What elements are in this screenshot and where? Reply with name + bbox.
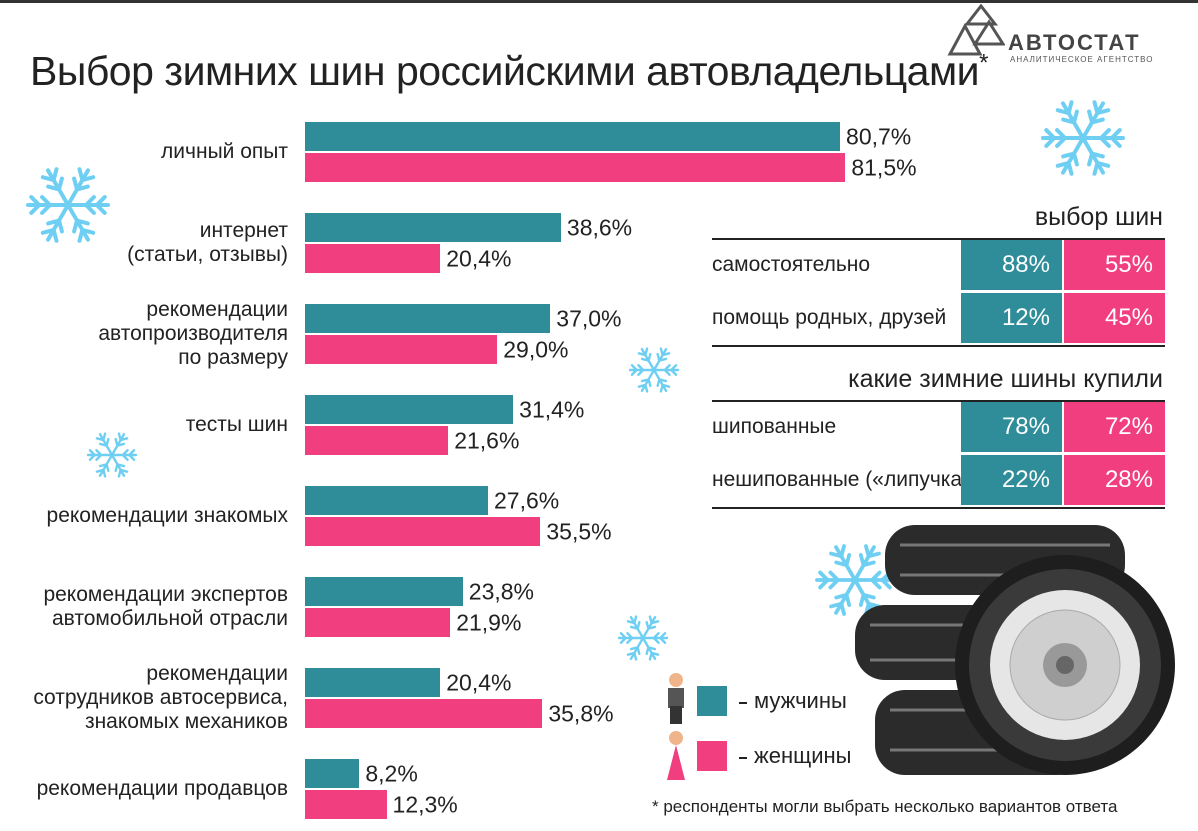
bar [305,759,360,788]
table-title: какие зимние шины купили [848,365,1163,393]
value-label: 20,4% [446,245,512,272]
value-label: 35,5% [546,518,612,545]
title-wrap: Выбор зимних шин российскими автовладель… [30,48,988,95]
category-label: личный опыт [161,140,288,163]
bar [305,486,488,515]
bar [305,790,387,819]
category-label: рекомендации продавцов [36,777,288,800]
legend-dash [739,702,747,704]
category-label: рекомендации экспертов автомобильной отр… [43,583,288,630]
logo-subtitle: АНАЛИТИЧЕСКОЕ АГЕНТСТВО [1010,55,1154,64]
bar [305,699,543,728]
legend-swatch [697,686,727,716]
bar [305,577,463,606]
bar [305,122,841,151]
value-label: 38,6% [566,214,633,241]
table-rule [712,345,1165,347]
value-label: 8,2% [365,760,418,787]
value-label: 20,4% [446,669,512,696]
bar [305,335,498,364]
table-cell: 12% [961,293,1062,343]
logo-name: АВТОСТАТ [1008,30,1141,55]
table-rule [712,507,1165,509]
table-cell: 22% [961,455,1062,505]
bar [305,668,441,697]
legend-label: женщины [754,743,852,768]
value-label: 81,5% [851,154,917,181]
value-label: 29,0% [503,336,569,363]
bar [305,213,561,242]
snowflake [815,544,895,616]
value-label: 27,6% [493,487,560,514]
tires [855,525,1175,775]
bar [305,153,846,182]
table-cell: 55% [1064,240,1165,290]
table-cell: 78% [961,402,1062,452]
value-label: 37,0% [556,305,622,332]
bar [305,426,449,455]
value-label: 80,7% [846,123,912,150]
value-label: 23,8% [468,578,534,605]
snowflake [617,615,669,661]
row-label: шипованные [712,415,837,438]
row-label: самостоятельно [712,253,871,276]
value-label: 21,9% [456,609,522,636]
legend-dash [739,757,747,759]
table-cell: 45% [1064,293,1165,343]
logo-icon [947,4,1005,56]
bar [305,395,514,424]
category-label: рекомендации знакомых [46,504,288,527]
title-mark: * [979,49,988,77]
snowflake [628,347,680,393]
value-label: 21,6% [454,427,520,454]
legend-icons [667,673,685,780]
table-title: выбор шин [1034,203,1163,231]
legend-label: мужчины [754,688,847,713]
bar [305,608,451,637]
value-label: 12,3% [392,791,458,818]
table-cell: 28% [1064,455,1165,505]
category-label: рекомендации сотрудников автосервиса, зн… [33,662,288,733]
footnote: * респонденты могли выбрать несколько ва… [652,797,1118,816]
snowflake [1041,100,1125,176]
category-label: тесты шин [185,413,288,436]
legend-swatch [697,741,727,771]
table-cell: 88% [961,240,1062,290]
category-label: интернет (статьи, отзывы) [127,219,288,266]
table-rule [712,238,1165,240]
row-label: помощь родных, друзей [712,306,947,329]
table-rule [712,400,1165,402]
value-label: 31,4% [519,396,585,423]
value-label: 35,8% [548,700,614,727]
table-cell: 72% [1064,402,1165,452]
top-border [0,0,1198,3]
snowflake [86,432,138,478]
bar [305,517,541,546]
row-label: нешипованные («липучка») [712,468,981,491]
bar [305,304,551,333]
category-label: рекомендации автопроизводителя по размер… [98,298,288,369]
snowflake [26,167,110,243]
bar [305,244,441,273]
chart-title: Выбор зимних шин российскими автовладель… [30,48,980,94]
